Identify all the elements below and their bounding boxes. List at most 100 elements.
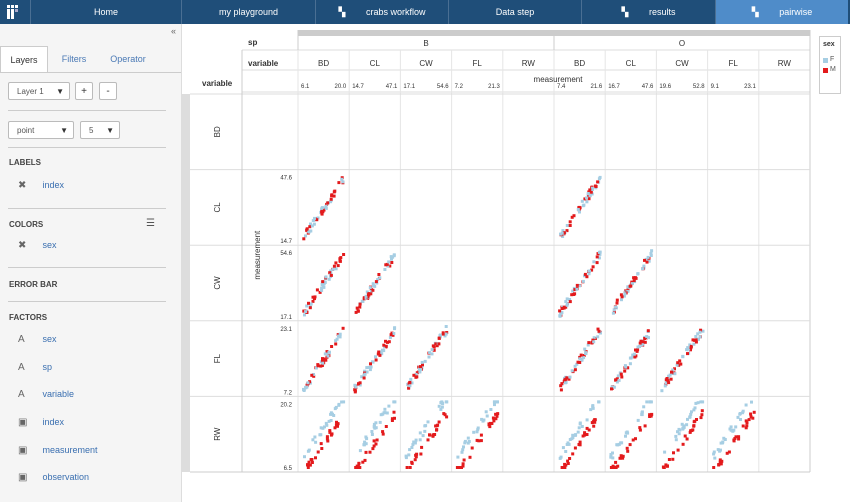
scatter-point-female [622, 294, 626, 298]
tab-layers[interactable]: Layers [0, 46, 48, 73]
scatter-point-female [723, 438, 727, 441]
scatter-point-female [305, 304, 309, 308]
scatter-point-male [562, 305, 566, 309]
scatter-point-female [678, 428, 682, 432]
factor-sp[interactable]: A sp [18, 362, 52, 373]
tab-data-step[interactable]: Data step [448, 0, 581, 24]
scatter-point-female [320, 283, 324, 287]
scatter-point-female [564, 300, 568, 304]
tab-crabs-workflow[interactable]: ▚ crabs workflow [315, 0, 448, 24]
scatter-point-female [322, 282, 326, 286]
scatter-point-female [624, 434, 627, 438]
scatter-point-male [560, 307, 564, 310]
close-icon[interactable]: ✖ [18, 180, 27, 191]
label-item-index[interactable]: ✖ index [18, 180, 64, 191]
scatter-point-female [636, 345, 640, 349]
collapse-sidebar-button[interactable]: « [170, 26, 176, 36]
scatter-point-female [340, 400, 344, 404]
factor-sex[interactable]: A sex [18, 334, 57, 345]
remove-layer-button[interactable]: - [99, 82, 117, 100]
size-select[interactable]: 5 ▼ [80, 121, 120, 139]
scatter-point-male [318, 290, 322, 294]
scatter-point-female [312, 373, 315, 376]
scatter-point-male [672, 451, 675, 455]
scatter-panel [609, 400, 654, 469]
scatter-point-female [324, 275, 328, 279]
tab-operator[interactable]: Operator [104, 46, 152, 72]
scatter-point-female [624, 365, 628, 369]
scatter-point-male [562, 231, 566, 235]
scatter-point-female [360, 375, 364, 379]
scatter-point-male [673, 367, 676, 371]
scatter-point-female [712, 450, 716, 454]
scatter-point-female [612, 308, 616, 312]
scatter-point-female [585, 196, 588, 200]
scatter-point-female [610, 385, 614, 389]
scatter-point-female [681, 355, 685, 359]
scatter-point-male [590, 268, 594, 272]
scatter-point-male [460, 466, 463, 469]
close-icon[interactable]: ✖ [18, 240, 27, 251]
scatter-point-male [619, 454, 623, 458]
color-item-sex[interactable]: ✖ sex [18, 240, 57, 251]
tab-filters[interactable]: Filters [54, 46, 94, 72]
tab-home[interactable]: Home [30, 0, 181, 24]
scatter-point-male [689, 429, 693, 433]
scatter-point-male [579, 353, 583, 357]
tab-my-playground[interactable]: my playground [181, 0, 315, 24]
scatter-point-male [334, 261, 338, 265]
x-tick-label: 54.6 [437, 84, 449, 90]
factor-index[interactable]: ▣ index [18, 417, 64, 428]
scatter-point-female [620, 298, 623, 302]
scatter-point-female [592, 340, 596, 344]
pairwise-plot[interactable]: sp variable variable B O BD 6.1 20.0 CL 14.7 47.1 C… [182, 24, 817, 494]
scatter-point-female [590, 186, 594, 190]
scatter-point-female [663, 450, 667, 454]
scatter-point-male [325, 437, 329, 441]
scatter-point-male [381, 430, 385, 434]
scatter-point-male [700, 413, 704, 417]
scatter-point-male [357, 461, 361, 465]
factor-measurement[interactable]: ▣ measurement [18, 445, 98, 456]
layer-select[interactable]: Layer 1 ▼ [8, 82, 70, 100]
header-factor-label: variable [202, 79, 233, 88]
scatter-point-female [565, 224, 569, 227]
scatter-point-female [353, 383, 357, 387]
scatter-point-male [737, 435, 741, 439]
scatter-point-female [650, 249, 654, 253]
tab-pairwise[interactable]: ▚ pairwise [715, 0, 848, 24]
scatter-point-female [645, 400, 649, 404]
scatter-point-male [634, 348, 637, 352]
scatter-point-female [460, 450, 464, 454]
geom-select[interactable]: point ▼ [8, 121, 74, 139]
scatter-point-male [633, 355, 637, 359]
scatter-panel [302, 326, 345, 392]
scatter-point-female [587, 269, 591, 273]
scatter-point-female [418, 431, 422, 435]
scatter-point-male [374, 358, 378, 362]
tab-results[interactable]: ▚ results [581, 0, 715, 24]
factor-variable[interactable]: A variable [18, 389, 74, 400]
scatter-point-male [587, 341, 591, 345]
scatter-point-female [388, 336, 392, 340]
app-logo-icon[interactable] [6, 4, 22, 20]
scatter-point-male [648, 415, 652, 418]
scatter-point-female [719, 448, 722, 452]
scatter-point-male [358, 302, 362, 306]
scatter-point-female [575, 362, 579, 366]
scatter-point-female [647, 259, 651, 263]
scatter-point-male [435, 424, 439, 428]
scatter-point-male [636, 348, 640, 352]
scatter-point-female [367, 365, 371, 369]
scatter-panel [661, 400, 705, 469]
menu-icon[interactable]: ☰ [146, 218, 155, 229]
divider [8, 267, 166, 268]
scatter-point-female [592, 260, 596, 264]
scatter-point-female [641, 267, 644, 271]
scatter-point-male [628, 443, 632, 447]
add-layer-button[interactable]: + [75, 82, 93, 100]
scatter-point-female [641, 342, 645, 346]
factor-observation[interactable]: ▣ observation [18, 472, 89, 483]
scatter-point-female [686, 346, 690, 350]
scatter-point-male [595, 261, 599, 265]
